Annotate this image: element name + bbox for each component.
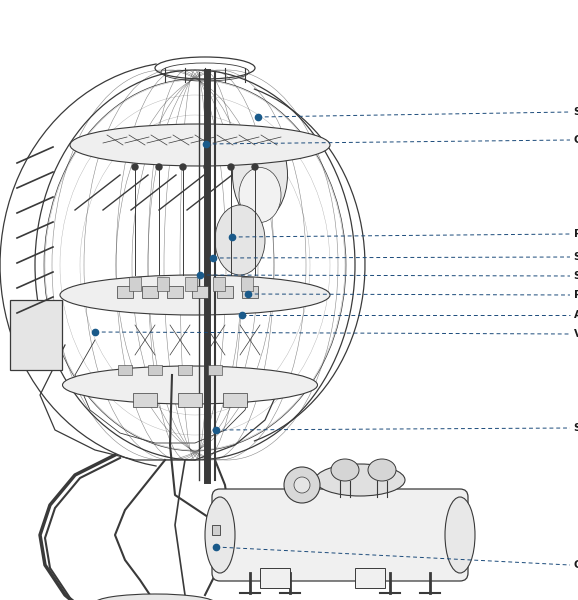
FancyBboxPatch shape [212, 489, 468, 581]
Circle shape [284, 467, 320, 503]
Ellipse shape [70, 124, 330, 166]
Text: VALVES: VALVES [574, 329, 578, 339]
Ellipse shape [368, 459, 396, 481]
Text: ARDUINO AND POWER SUPPLY BOXES: ARDUINO AND POWER SUPPLY BOXES [574, 310, 578, 320]
FancyBboxPatch shape [129, 277, 141, 291]
Text: COMPRESSED AIR SYSTEM: COMPRESSED AIR SYSTEM [574, 560, 578, 570]
Circle shape [294, 477, 310, 493]
FancyBboxPatch shape [178, 393, 202, 407]
FancyBboxPatch shape [157, 277, 169, 291]
Text: SOUND SYSTEM: SOUND SYSTEM [574, 271, 578, 281]
Text: SEPALS (MECHANIC): SEPALS (MECHANIC) [574, 423, 578, 433]
FancyBboxPatch shape [217, 286, 233, 298]
Circle shape [132, 164, 138, 170]
Circle shape [252, 164, 258, 170]
FancyBboxPatch shape [223, 393, 247, 407]
Circle shape [156, 164, 162, 170]
FancyBboxPatch shape [185, 277, 197, 291]
Ellipse shape [95, 594, 215, 600]
Ellipse shape [60, 275, 330, 315]
Circle shape [180, 164, 186, 170]
Text: SEPALS (MECHANIC): SEPALS (MECHANIC) [574, 107, 578, 117]
FancyBboxPatch shape [142, 286, 158, 298]
FancyBboxPatch shape [241, 277, 253, 291]
FancyBboxPatch shape [208, 365, 222, 375]
Ellipse shape [315, 464, 405, 496]
FancyBboxPatch shape [260, 568, 290, 588]
FancyBboxPatch shape [212, 525, 220, 535]
Text: PETALS (MECHANIC): PETALS (MECHANIC) [574, 290, 578, 300]
FancyBboxPatch shape [213, 277, 225, 291]
Circle shape [204, 164, 210, 170]
Ellipse shape [445, 497, 475, 573]
FancyBboxPatch shape [117, 286, 133, 298]
FancyBboxPatch shape [10, 300, 62, 370]
FancyBboxPatch shape [118, 365, 132, 375]
Ellipse shape [62, 366, 317, 404]
FancyBboxPatch shape [178, 365, 192, 375]
Ellipse shape [331, 459, 359, 481]
FancyBboxPatch shape [355, 568, 385, 588]
FancyBboxPatch shape [242, 286, 258, 298]
Ellipse shape [215, 205, 265, 275]
Ellipse shape [205, 497, 235, 573]
Ellipse shape [232, 130, 287, 220]
Text: REMOVABLE ASSEMBLY SUPPORT: REMOVABLE ASSEMBLY SUPPORT [574, 229, 578, 239]
FancyBboxPatch shape [167, 286, 183, 298]
FancyBboxPatch shape [192, 286, 208, 298]
FancyBboxPatch shape [133, 393, 157, 407]
Text: STAMENS (MECHANIC): STAMENS (MECHANIC) [574, 252, 578, 262]
Circle shape [228, 164, 234, 170]
FancyBboxPatch shape [148, 365, 162, 375]
Ellipse shape [239, 167, 281, 223]
Text: CARPEL (LUMINOUS ELEMENT): CARPEL (LUMINOUS ELEMENT) [574, 135, 578, 145]
